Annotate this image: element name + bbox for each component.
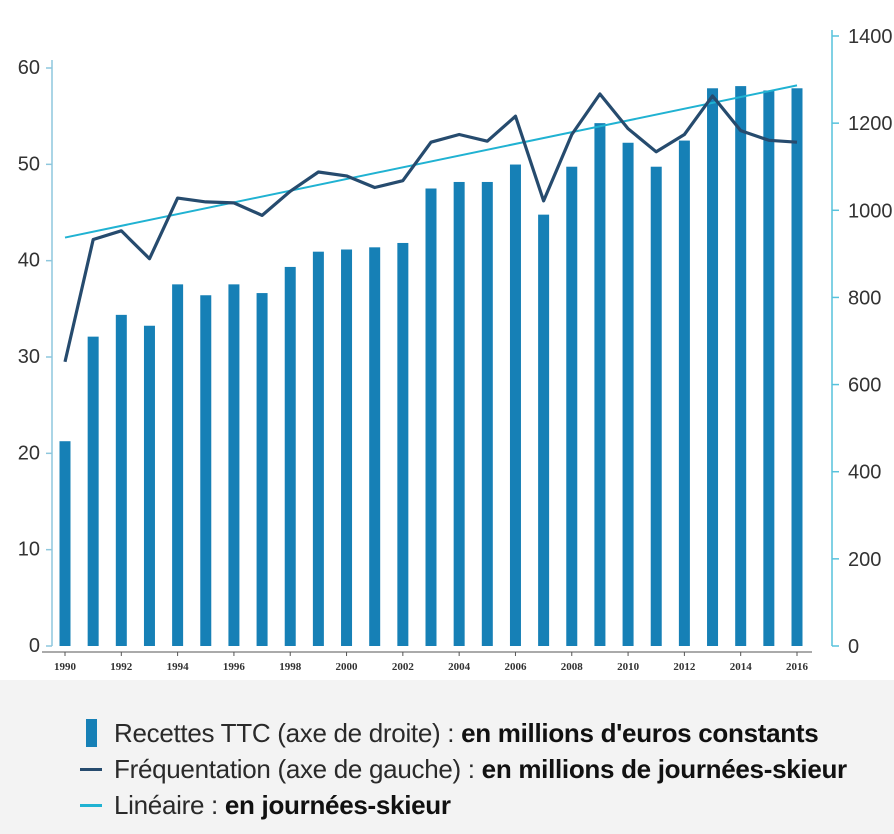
bar [678, 140, 690, 647]
x-tick-label: 2008 [561, 661, 584, 673]
legend-item-lineaire: Linéaire : en journées-skieur [70, 787, 890, 823]
legend-bold-frequentation: en millions de journées-skieur [481, 754, 848, 784]
lines-group [63, 84, 798, 363]
x-tick-label: 2014 [730, 661, 753, 673]
frequentation-line [63, 92, 798, 363]
bar [707, 88, 719, 647]
right-tick-label: 600 [848, 375, 881, 397]
bar [143, 325, 155, 646]
x-tick-label: 1990 [54, 661, 77, 673]
legend-item-recettes: Recettes TTC (axe de droite) : en millio… [70, 715, 890, 751]
bar [312, 251, 324, 646]
x-tick-label: 1998 [279, 661, 302, 673]
right-tick-label: 0 [848, 636, 859, 658]
dark-line-swatch-icon [80, 768, 102, 771]
right-tick-label: 1200 [848, 113, 893, 135]
legend-label: Fréquentation (axe de gauche) : en milli… [114, 751, 847, 787]
chart-area: 0 10 20 30 40 50 60 0 200 400 600 800 1000 1200 1400 19… [0, 0, 894, 680]
bar [228, 284, 240, 646]
x-tick-label: 2006 [504, 661, 527, 673]
bar [172, 284, 184, 646]
right-tick-label: 1400 [848, 26, 893, 48]
bar [397, 242, 409, 646]
bar [425, 188, 437, 646]
bar [256, 293, 268, 646]
left-tick-label: 50 [18, 153, 40, 175]
left-tick-label: 10 [18, 539, 40, 561]
bar [115, 314, 127, 646]
light-line-swatch-icon [80, 804, 102, 807]
trend-line [64, 84, 798, 239]
right-tick-label: 200 [848, 549, 881, 571]
x-tick-label: 2010 [617, 661, 640, 673]
x-tick-label: 2012 [673, 661, 696, 673]
bar [453, 181, 465, 646]
x-tick-label: 1992 [110, 661, 133, 673]
bars-group [59, 86, 803, 647]
legend-bold-recettes: en millions d'euros constants [461, 718, 819, 748]
x-tick-label: 2000 [336, 661, 359, 673]
right-tick-label: 1000 [848, 200, 893, 222]
bar [763, 90, 775, 646]
right-tick-label: 800 [848, 287, 881, 309]
bar [622, 142, 634, 646]
bar [791, 88, 803, 647]
x-tick-label: 2004 [448, 661, 471, 673]
legend: Recettes TTC (axe de droite) : en millio… [70, 715, 890, 823]
x-tick-label: 2016 [786, 661, 809, 673]
bar [566, 166, 578, 646]
legend-bold-lineaire: en journées-skieur [224, 790, 451, 820]
bar [369, 247, 381, 647]
legend-text-frequentation: Fréquentation (axe de gauche) : [114, 754, 482, 784]
x-tick-label: 2002 [392, 661, 415, 673]
left-tick-label: 30 [18, 346, 40, 368]
bar-swatch-icon [86, 719, 97, 747]
legend-item-frequentation: Fréquentation (axe de gauche) : en milli… [70, 751, 890, 787]
left-tick-label: 20 [18, 442, 40, 464]
bar [509, 164, 521, 647]
x-tick-label: 1994 [167, 661, 190, 673]
legend-text-recettes: Recettes TTC (axe de droite) : [114, 718, 462, 748]
left-tick-label: 60 [18, 57, 40, 79]
bar [481, 181, 493, 646]
left-tick-label: 40 [18, 250, 40, 272]
legend-text-lineaire: Linéaire : [114, 790, 225, 820]
bar [284, 266, 296, 646]
right-tick-label: 400 [848, 462, 881, 484]
x-tick-label: 1996 [223, 661, 246, 673]
bar [594, 123, 606, 646]
bar [341, 249, 353, 646]
bar [650, 166, 662, 646]
axes-group: 0102030405060020040060080010001200140019… [18, 26, 893, 673]
bar [87, 336, 99, 646]
bar [200, 295, 212, 646]
bar [735, 86, 747, 647]
bar [538, 214, 550, 646]
bar [59, 441, 71, 646]
left-tick-label: 0 [29, 635, 40, 657]
legend-label: Recettes TTC (axe de droite) : en millio… [114, 715, 819, 751]
combo-chart: 0102030405060020040060080010001200140019… [18, 26, 893, 673]
legend-label: Linéaire : en journées-skieur [114, 787, 451, 823]
